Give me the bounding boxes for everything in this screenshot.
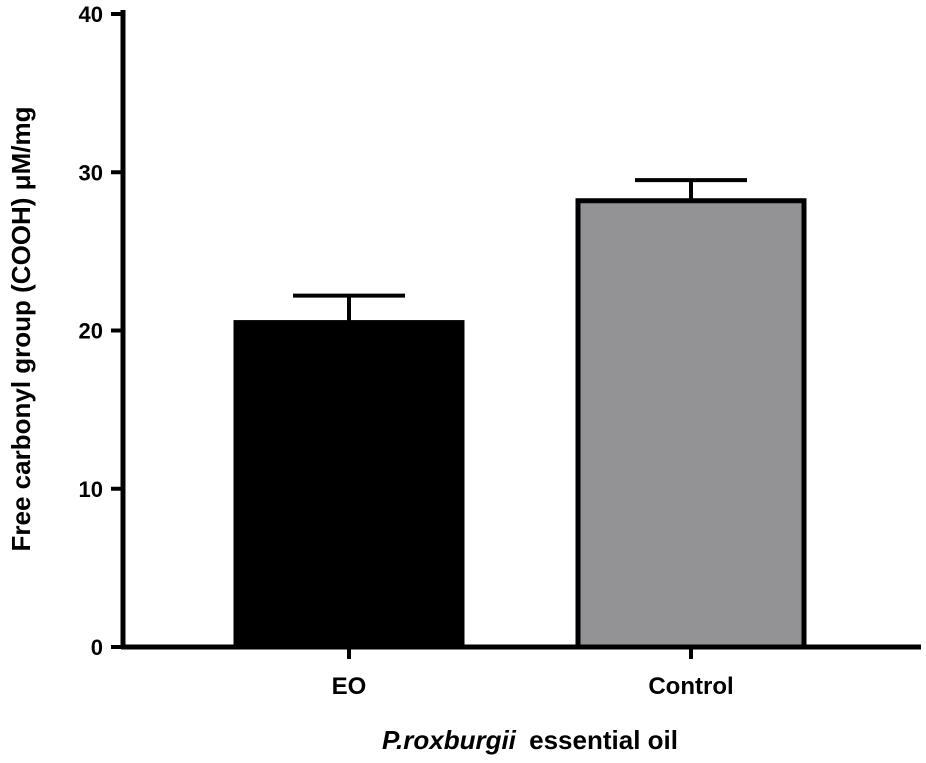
x-axis-title-italic: P.roxburgii xyxy=(382,725,517,755)
x-tick-label-eo: EO xyxy=(332,673,367,700)
y-tick-label-40: 40 xyxy=(79,2,103,27)
y-ticks-layer: 0 10 20 30 40 xyxy=(79,2,123,660)
bars-layer xyxy=(233,198,807,650)
x-axis-title-rest: essential oil xyxy=(529,725,678,755)
x-axis-title: P.roxburgii essential oil xyxy=(382,725,678,755)
error-bars-layer xyxy=(293,178,747,323)
y-axis-title: Free carbonyl group (COOH) μM/mg xyxy=(6,107,36,552)
y-tick-label-30: 30 xyxy=(79,160,103,185)
y-tick-label-10: 10 xyxy=(79,477,103,502)
x-ticks-layer: EO Control xyxy=(332,647,734,700)
x-tick-label-control: Control xyxy=(648,673,733,700)
y-tick-label-20: 20 xyxy=(79,319,103,344)
bar-eo xyxy=(233,320,465,650)
bar-control xyxy=(575,198,807,650)
y-tick-label-0: 0 xyxy=(91,635,103,660)
